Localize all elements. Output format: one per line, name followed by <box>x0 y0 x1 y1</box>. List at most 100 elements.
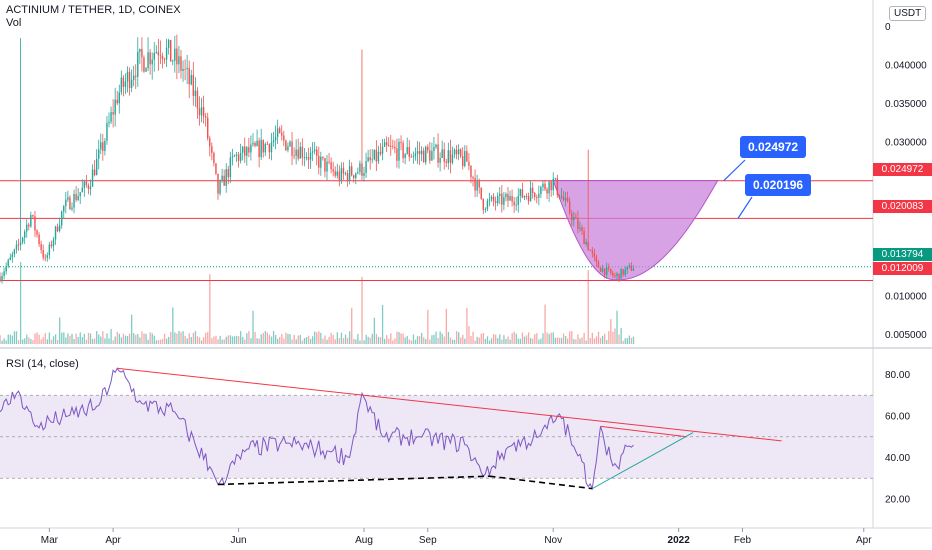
candle-body <box>568 201 571 214</box>
candle-body <box>353 175 355 179</box>
candle-body <box>533 192 536 198</box>
candle-body <box>373 149 376 160</box>
candle-body <box>494 201 497 204</box>
currency-button[interactable]: USDT <box>889 6 927 21</box>
candle-body <box>184 68 186 70</box>
candle-body <box>297 149 299 159</box>
candle-body <box>468 161 470 166</box>
volume-bar <box>363 340 365 344</box>
candle-body <box>287 146 289 151</box>
volume-bar <box>332 334 334 344</box>
rsi-trendline[interactable] <box>117 367 782 442</box>
volume-bar <box>606 340 608 344</box>
volume-bar <box>244 339 246 344</box>
price-axis-tick: 0.035000 <box>885 99 927 110</box>
volume-bar <box>205 332 207 344</box>
volume-bar <box>392 340 394 344</box>
volume-bar <box>599 337 602 344</box>
candle-body <box>385 142 388 145</box>
volume-bar <box>314 331 316 344</box>
volume-bar <box>519 338 522 344</box>
rsi-title: RSI (14, close) <box>6 358 79 370</box>
volume-bar <box>466 307 468 344</box>
volume-bar <box>488 340 491 344</box>
candle-body <box>326 161 328 172</box>
candle-body <box>632 268 635 271</box>
candle-body <box>89 186 92 190</box>
candle-body <box>435 144 437 148</box>
volume-bar <box>102 331 104 344</box>
volume-bar <box>184 335 186 344</box>
candle-body <box>420 150 423 155</box>
candle-body <box>81 187 83 193</box>
volume-bar <box>458 332 460 344</box>
volume-bar <box>17 340 20 344</box>
time-axis-tick: Apr <box>856 535 872 546</box>
callout-lower-pointer <box>737 196 753 219</box>
volume-bar <box>312 336 314 344</box>
volume-bar <box>480 333 482 344</box>
callout-lower[interactable]: 0.020196 <box>745 174 812 196</box>
volume-bar <box>604 333 606 344</box>
volume-bar <box>36 332 38 344</box>
volume-bar <box>96 331 98 344</box>
candle-body <box>581 227 583 232</box>
candle-body <box>499 193 501 196</box>
callout-upper[interactable]: 0.024972 <box>740 136 807 158</box>
candle-body <box>605 267 608 275</box>
candle-body <box>233 155 236 157</box>
candle-body <box>79 192 81 197</box>
candle-body <box>400 141 402 144</box>
candle-body <box>241 146 244 153</box>
volume-bar <box>248 331 250 344</box>
candle-body <box>357 172 359 174</box>
volume-bar <box>124 335 127 344</box>
volume-bar <box>486 336 489 344</box>
candle-body <box>225 169 227 186</box>
volume-bar <box>100 336 102 344</box>
candle-body <box>167 39 170 48</box>
candle-body <box>608 267 610 269</box>
rsi-support-trendline[interactable] <box>217 475 490 486</box>
candle-body <box>38 234 40 245</box>
volume-bar <box>632 336 635 344</box>
candle-body <box>513 201 515 206</box>
candle-body <box>83 181 86 188</box>
candle-body <box>320 156 322 168</box>
candle-body <box>381 146 384 154</box>
candle-body <box>431 151 433 161</box>
volume-bar <box>229 335 232 344</box>
candle-body <box>480 187 482 199</box>
volume-bar <box>482 333 485 344</box>
rsi-trendline[interactable] <box>600 425 687 438</box>
candle-body <box>172 60 174 62</box>
candle-body <box>260 139 262 158</box>
candle-body <box>204 116 207 118</box>
candle-body <box>200 107 203 116</box>
volume-bar <box>474 340 476 344</box>
candle-body <box>209 138 211 147</box>
volume-bar <box>455 331 458 344</box>
candle-body <box>573 217 575 221</box>
candle-body <box>262 139 264 153</box>
volume-bar <box>589 337 591 344</box>
candle-body <box>120 77 123 93</box>
volume-bar <box>258 338 260 344</box>
candle-body <box>176 48 178 65</box>
volume-bar <box>542 333 544 344</box>
candle-body <box>350 166 353 176</box>
candle-body <box>398 141 400 161</box>
rsi-support-trendline[interactable] <box>489 475 593 490</box>
candle-body <box>418 151 421 155</box>
rsi-trendline[interactable] <box>592 432 694 490</box>
volume-bar <box>211 338 213 344</box>
candle-body <box>517 195 519 205</box>
candle-body <box>36 230 38 235</box>
candle-body <box>215 163 217 174</box>
volume-bar <box>203 337 205 344</box>
volume-bar <box>567 338 569 344</box>
candle-body <box>48 244 51 256</box>
candle-body <box>437 144 439 163</box>
volume-bar <box>176 333 178 344</box>
